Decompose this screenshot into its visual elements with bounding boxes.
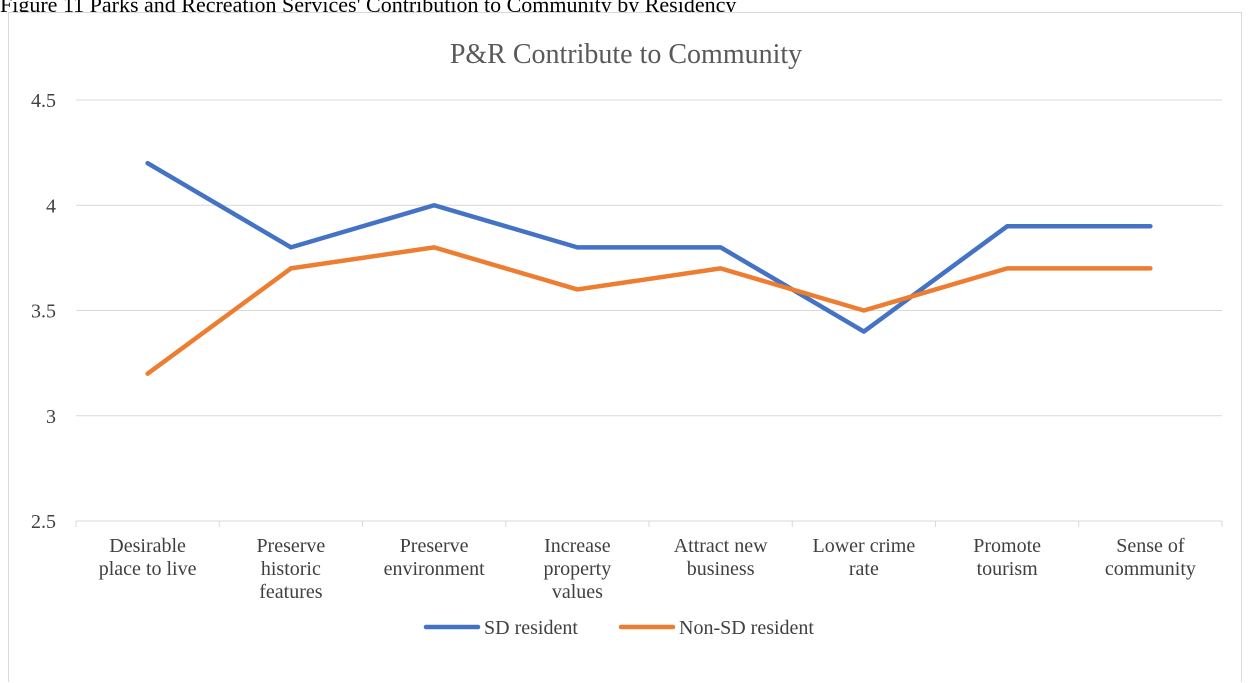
x-tick-label-line: community (1105, 558, 1196, 580)
series-lines (148, 163, 1151, 374)
x-tick-label-line: tourism (977, 558, 1039, 580)
x-tick-label-line: Promote (973, 535, 1041, 557)
y-tick-label: 3.5 (31, 301, 56, 323)
legend-label: Non-SD resident (679, 617, 814, 639)
series-line-0 (148, 163, 1151, 331)
x-tick-label-line: rate (849, 558, 879, 580)
x-tick-label-line: Increase (544, 535, 611, 557)
gridlines (76, 100, 1222, 416)
line-chart: P&R Contribute to Community 2.5 3 3.5 4 4.5 D… (9, 13, 1243, 683)
chart-area: P&R Contribute to Community 2.5 3 3.5 4 4.5 D… (8, 12, 1242, 682)
x-tick-label-line: features (259, 581, 323, 603)
x-tick-label-line: property (543, 558, 611, 580)
x-tick-label-line: values (552, 581, 603, 603)
y-tick-label: 4 (46, 195, 56, 217)
chart-title: P&R Contribute to Community (450, 39, 802, 70)
legend-label: SD resident (484, 617, 578, 639)
x-tick-label-line: Sense of (1116, 535, 1185, 557)
x-tick-label-line: historic (261, 558, 321, 580)
x-tick-label-line: Attract new (674, 535, 768, 557)
y-tick-label: 2.5 (31, 511, 56, 533)
x-tick-label-line: Desirable (109, 535, 186, 557)
x-tick-label-line: business (687, 558, 755, 580)
y-tick-label: 3 (46, 406, 56, 428)
x-tick-label-line: environment (384, 558, 486, 580)
x-tick-label-line: place to live (99, 558, 197, 580)
legend: SD resident Non-SD resident (426, 617, 814, 639)
x-tick-label-line: Preserve (400, 535, 469, 557)
x-tick-label-line: Lower crime (813, 535, 916, 557)
x-tick-label-line: Preserve (256, 535, 325, 557)
y-tick-label: 4.5 (31, 90, 56, 112)
